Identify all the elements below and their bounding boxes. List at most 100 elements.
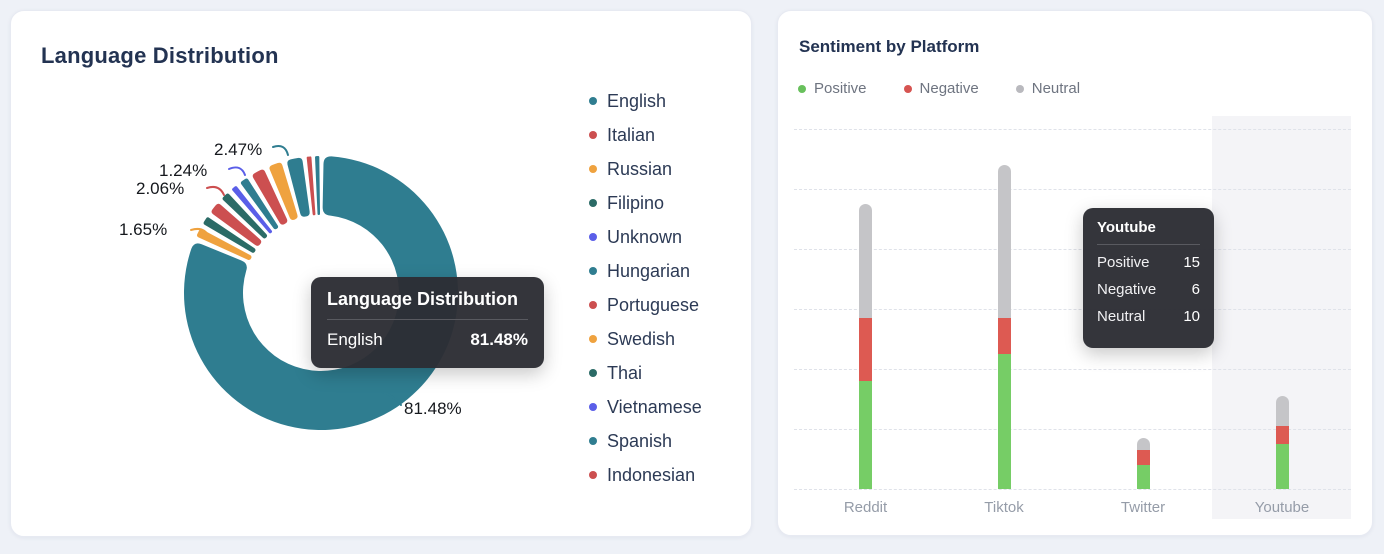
bar-segment-negative — [859, 318, 872, 381]
legend-dot — [589, 369, 597, 377]
pie-slice-8[interactable] — [269, 162, 298, 221]
bar-segment-negative — [1275, 426, 1289, 444]
tooltip-series-value: 81.48% — [470, 330, 528, 349]
bar-tiktok[interactable] — [997, 165, 1011, 489]
legend-dot — [1015, 84, 1024, 93]
tooltip-divider — [1097, 244, 1200, 245]
legend-label: Neutral — [1031, 80, 1081, 97]
legend-dot — [589, 471, 597, 479]
pie-slice-11[interactable] — [315, 156, 321, 216]
page-title-language-distribution: Language Distribution — [41, 43, 279, 68]
sentiment-legend: Positive Negative Neutral — [798, 80, 1117, 97]
tooltip-title: Language Distribution — [327, 289, 518, 309]
pie-slice-7[interactable] — [252, 169, 288, 225]
x-axis-label-youtube: Youtube — [1254, 499, 1310, 516]
tooltip-row-label: Positive — [1097, 254, 1150, 271]
legend-dot — [903, 84, 912, 93]
pie-slice-9[interactable] — [287, 157, 310, 217]
legend-item-negative[interactable]: Negative — [903, 80, 979, 97]
label-leader-line — [190, 227, 210, 238]
pie-slice-6[interactable] — [240, 178, 279, 230]
pie-label-2-47: 2.47% — [214, 140, 263, 159]
bar-segment-neutral — [1136, 438, 1150, 450]
legend-dot — [589, 437, 597, 445]
legend-label: Filipino — [607, 192, 665, 213]
bar-segment-positive — [997, 354, 1011, 489]
tooltip-row-value: 6 — [1191, 281, 1200, 298]
legend-label: Unknown — [607, 226, 683, 247]
legend-item-portuguese[interactable]: Portuguese — [589, 288, 702, 322]
bar-segment-positive — [1136, 465, 1150, 489]
bar-tooltip: Youtube Positive 15 Negative 6 Neutral 10 — [1083, 208, 1214, 348]
bar-segment-positive — [859, 381, 872, 489]
page-title-sentiment-by-platform: Sentiment by Platform — [799, 37, 980, 56]
legend-dot — [798, 84, 806, 93]
pie-slice-4[interactable] — [222, 193, 268, 239]
bar-segment-negative — [997, 318, 1011, 354]
pie-label-1-65: 1.65% — [119, 220, 168, 239]
language-distribution-card: Language Distribution 2.47% 1.24% 2.06% … — [10, 10, 752, 537]
legend-dot — [589, 233, 597, 241]
legend-label: Indonesian — [607, 464, 696, 485]
legend-label: Russian — [607, 158, 673, 179]
legend-item-positive[interactable]: Positive — [798, 80, 867, 97]
legend-item-indonesian[interactable]: Indonesian — [589, 458, 702, 492]
label-leader-line — [228, 166, 246, 176]
bar-segment-neutral — [859, 204, 872, 318]
pie-slice-10[interactable] — [306, 156, 316, 216]
tooltip-divider — [327, 319, 528, 320]
legend-item-vietnamese[interactable]: Vietnamese — [589, 390, 702, 424]
legend-label: Thai — [607, 362, 643, 383]
legend-label: Hungarian — [607, 260, 691, 281]
legend-item-thai[interactable]: Thai — [589, 356, 702, 390]
legend-item-swedish[interactable]: Swedish — [589, 322, 702, 356]
legend-item-neutral[interactable]: Neutral — [1015, 80, 1081, 97]
gridline — [794, 309, 1351, 310]
legend-dot — [589, 97, 597, 105]
tooltip-series-name: English — [327, 330, 383, 349]
pie-slice-5[interactable] — [232, 186, 273, 234]
label-leader-line — [272, 145, 289, 156]
legend-item-hungarian[interactable]: Hungarian — [589, 254, 702, 288]
legend-item-english[interactable]: English — [589, 84, 702, 118]
pie-slice-2[interactable] — [203, 217, 256, 253]
pie-label-1-24: 1.24% — [159, 161, 208, 180]
x-axis-label-reddit: Reddit — [843, 499, 888, 516]
legend-item-unknown[interactable]: Unknown — [589, 220, 702, 254]
bar-segment-neutral — [997, 165, 1011, 318]
label-leader-line — [206, 185, 225, 196]
bar-youtube[interactable] — [1275, 396, 1289, 489]
bar-segment-neutral — [1275, 396, 1289, 426]
legend-item-russian[interactable]: Russian — [589, 152, 702, 186]
gridline — [794, 189, 1351, 190]
legend-dot — [589, 403, 597, 411]
tooltip-row-value: 15 — [1183, 254, 1200, 271]
bar-reddit[interactable] — [859, 204, 872, 489]
legend-dot — [589, 199, 597, 207]
legend-item-italian[interactable]: Italian — [589, 118, 702, 152]
legend-label: Italian — [607, 124, 656, 145]
label-leader-line — [381, 391, 402, 406]
bar-segment-negative — [1136, 450, 1150, 465]
legend-item-filipino[interactable]: Filipino — [589, 186, 702, 220]
legend-label: Spanish — [607, 430, 673, 451]
bar-twitter[interactable] — [1136, 438, 1150, 489]
pie-slice-1[interactable] — [196, 229, 252, 261]
pie-slice-3[interactable] — [211, 203, 262, 246]
gridline — [794, 249, 1351, 250]
tooltip-row-value: 10 — [1183, 308, 1200, 325]
legend-label: Swedish — [607, 328, 676, 349]
legend-dot — [589, 301, 597, 309]
donut-label-leader-lines — [190, 145, 402, 406]
x-axis-label-twitter: Twitter — [1120, 499, 1166, 516]
legend-label: Portuguese — [607, 294, 700, 315]
legend-item-spanish[interactable]: Spanish — [589, 424, 702, 458]
legend-label: Positive — [814, 80, 867, 97]
bar-segment-positive — [1275, 444, 1289, 489]
tooltip-row-negative: Negative 6 — [1097, 281, 1200, 298]
tooltip-row-label: Negative — [1097, 281, 1157, 298]
tooltip-row-positive: Positive 15 — [1097, 254, 1200, 271]
tooltip-row-neutral: Neutral 10 — [1097, 308, 1200, 325]
legend-dot — [589, 131, 597, 139]
legend-label: English — [607, 90, 667, 111]
